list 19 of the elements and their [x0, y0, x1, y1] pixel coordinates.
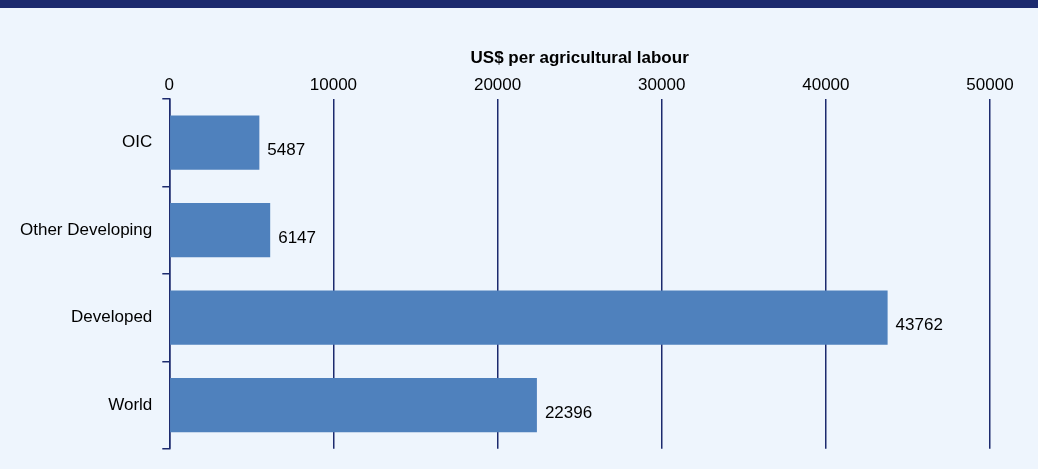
bar [170, 115, 260, 170]
data-label: 22396 [544, 402, 593, 422]
data-label: 5487 [267, 140, 306, 160]
data-label: 6147 [278, 227, 317, 247]
bar [170, 290, 888, 345]
bar [170, 202, 271, 258]
x-tick-label: 20000 [473, 75, 522, 95]
x-tick-label: 0 [164, 75, 175, 95]
x-tick-label: 30000 [638, 75, 686, 95]
x-tick-label: 40000 [802, 75, 850, 95]
bar [170, 377, 537, 433]
y-tick-label: OIC [122, 132, 153, 152]
x-axis-title: US$ per agricultural labour [470, 47, 690, 67]
data-label: 43762 [895, 315, 943, 335]
y-tick-label: Other Developing [19, 219, 153, 239]
y-tick-label: World [108, 394, 153, 414]
x-tick-label: 50000 [966, 75, 1014, 95]
x-tick-label: 10000 [309, 75, 358, 95]
y-tick-label: Developed [71, 307, 153, 327]
